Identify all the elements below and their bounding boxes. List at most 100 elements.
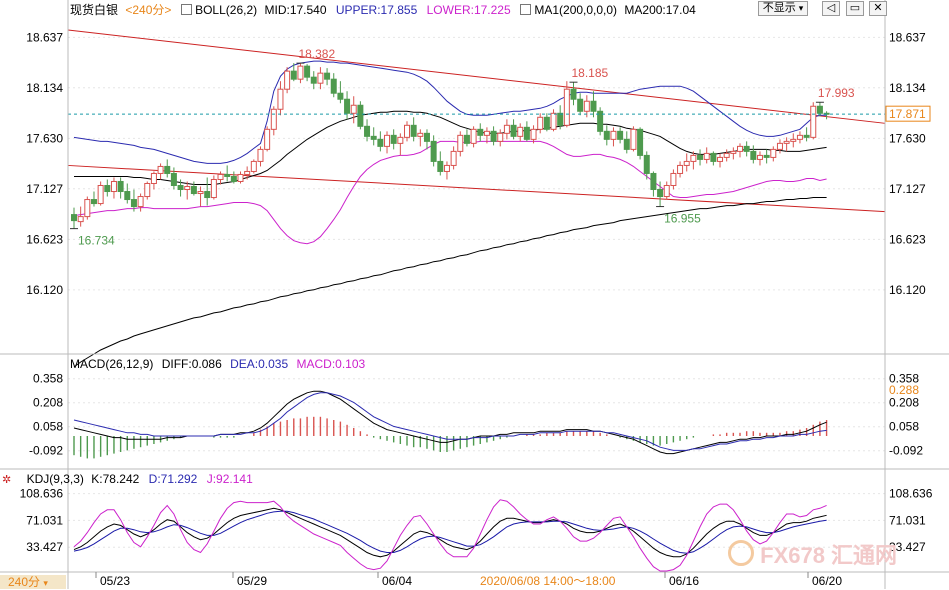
candle [776, 142, 783, 150]
candle [810, 105, 817, 138]
candle [84, 199, 91, 218]
candle [144, 182, 151, 198]
macd-name: MACD(26,12,9) [70, 357, 154, 371]
candle [250, 160, 257, 172]
candle [310, 76, 317, 84]
candle [550, 112, 557, 130]
kdj-d: D:71.292 [148, 472, 198, 486]
low-annotation: 16.734 [78, 234, 115, 248]
candle [297, 65, 304, 80]
candle [357, 104, 364, 127]
boll-upper: UPPER:17.855 [335, 3, 418, 17]
channel-lower-line [67, 164, 886, 213]
candle [257, 148, 264, 162]
y-tick-label-right: 108.636 [889, 487, 933, 501]
x-tick-label: 06/04 [382, 574, 412, 588]
candle [157, 165, 164, 174]
candle [683, 160, 690, 166]
candle [590, 100, 597, 112]
candle [390, 134, 397, 144]
high-annotation: 17.993 [818, 86, 855, 100]
period-corner-label: 240分 [8, 575, 41, 589]
candle [130, 199, 137, 208]
candle [483, 130, 490, 136]
candle [770, 148, 777, 158]
candle [377, 138, 384, 147]
y-tick-label-right: 0.358 [889, 372, 919, 386]
j-line [73, 499, 827, 572]
y-tick-label: 33.427 [26, 540, 63, 554]
y-tick-label-right: 18.134 [889, 81, 926, 95]
candle [324, 72, 331, 80]
kdj-panel [73, 499, 827, 572]
candle [470, 128, 477, 144]
candle [570, 88, 577, 100]
macd-header: MACD(26,12,9) DIFF:0.086 DEA:0.035 MACD:… [70, 357, 365, 371]
candle [603, 130, 610, 140]
candle [803, 134, 810, 138]
y-tick-label: -0.092 [29, 444, 63, 458]
ma-name: MA1(200,0,0,0) [534, 3, 618, 17]
candle [650, 172, 657, 191]
candle [417, 132, 424, 137]
d-line [73, 510, 827, 554]
last-price-label: 17.871 [889, 107, 926, 121]
close-button[interactable]: ✕ [869, 1, 887, 16]
y-tick-label: 18.134 [26, 81, 63, 95]
candle [150, 172, 157, 184]
candle [457, 134, 464, 152]
y-tick-label-right: 17.127 [889, 182, 926, 196]
candle [510, 124, 517, 137]
candle [204, 191, 211, 199]
triangle-left-icon: ◁ [826, 2, 836, 14]
macd-dea: DEA:0.035 [230, 357, 289, 371]
candle [370, 135, 377, 140]
period-label[interactable]: <240分> [125, 3, 172, 17]
candle [703, 152, 710, 160]
candle [750, 150, 757, 160]
watermark: FX678 汇通网 [728, 540, 897, 569]
high-annotation: 18.185 [572, 66, 609, 80]
candle [517, 126, 524, 137]
main-header: 现货白银 <240分> BOLL(26,2) MID:17.540 UPPER:… [70, 3, 696, 17]
chevron-down-icon: ▾ [798, 3, 804, 13]
candle [237, 173, 244, 182]
candle [217, 173, 224, 180]
candle [637, 128, 644, 156]
candle [663, 184, 670, 198]
x-tick-label: 05/23 [100, 574, 130, 588]
candle [224, 173, 231, 177]
candle [816, 105, 823, 114]
candle [397, 136, 404, 144]
candle [463, 134, 470, 144]
macd-diff: DIFF:0.086 [161, 357, 222, 371]
candle [723, 152, 730, 158]
candle [730, 150, 737, 154]
candle [523, 126, 530, 140]
prev-button[interactable]: ◁ [822, 1, 840, 16]
candle [270, 108, 277, 130]
candle [184, 186, 191, 191]
candle [317, 72, 324, 84]
hide-indicator-dropdown[interactable]: 不显示 ▾ [758, 1, 808, 16]
candle [623, 138, 630, 150]
candle [783, 140, 790, 144]
y-tick-label: 108.636 [20, 487, 64, 501]
candle [97, 184, 104, 205]
kdj-header: ✲ KDJ(9,3,3) K:78.242 D:71.292 J:92.141 [2, 472, 253, 487]
candle [737, 145, 743, 152]
boll-name: BOLL(26,2) [195, 3, 258, 17]
ma200-value: MA200:17.04 [624, 3, 696, 17]
candle [443, 164, 450, 172]
candle [104, 184, 111, 193]
hide-label: 不显示 [762, 2, 796, 14]
x-tick-label: 05/29 [237, 574, 267, 588]
restore-button[interactable]: ▭ [846, 1, 864, 16]
candle [404, 124, 410, 138]
candle [430, 140, 437, 162]
period-selector[interactable]: 240分 ▾ [0, 575, 66, 589]
kdj-j: J:92.141 [206, 472, 253, 486]
settings-icon[interactable]: ✲ [2, 474, 12, 486]
candle [710, 152, 717, 162]
